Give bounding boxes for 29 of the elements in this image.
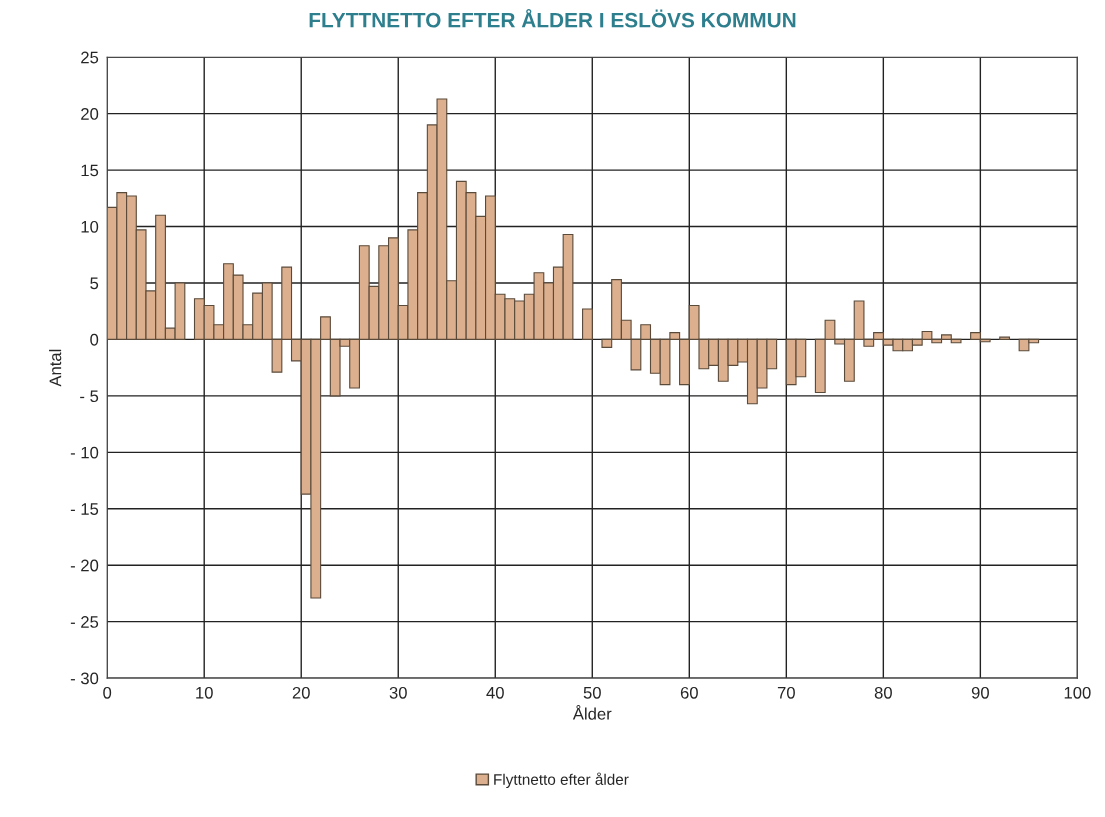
x-tick-label: 20 <box>292 686 310 699</box>
y-tick-label: 0 <box>90 333 99 346</box>
bar <box>999 336 1011 340</box>
x-tick-label: 30 <box>389 686 407 699</box>
bar <box>582 308 593 340</box>
x-tick-label: 10 <box>196 686 213 699</box>
x-tick-label: 80 <box>874 686 892 699</box>
legend-label: Flyttnetto efter ålder <box>494 772 629 788</box>
x-tick-label: 60 <box>680 686 698 699</box>
x-tick-label: 100 <box>1064 686 1091 699</box>
y-tick-label: - 30 <box>70 672 99 685</box>
y-tick-label: - 10 <box>70 446 99 459</box>
x-tick-label: 40 <box>486 686 504 699</box>
y-tick-label: 20 <box>81 108 99 120</box>
x-tick-label: 90 <box>971 686 989 699</box>
x-axis-title: Ålder <box>572 705 612 720</box>
y-tick-label: - 20 <box>70 559 99 572</box>
y-tick-label: - 5 <box>80 390 99 403</box>
x-tick-label: 70 <box>777 686 795 699</box>
y-tick-label: 5 <box>90 277 99 290</box>
y-axis-title: Antal <box>49 349 62 387</box>
x-tick-label: 0 <box>103 686 112 699</box>
y-tick-label: 10 <box>81 220 99 233</box>
y-tick-label: 25 <box>81 51 99 64</box>
chart-title: FLYTTNETTO EFTER ÅLDER I ESLÖVS KOMMUN <box>309 8 796 28</box>
y-tick-label: - 15 <box>70 503 99 515</box>
x-tick-label: 50 <box>583 686 601 699</box>
y-tick-label: 15 <box>81 164 99 177</box>
y-tick-label: - 25 <box>70 616 99 628</box>
